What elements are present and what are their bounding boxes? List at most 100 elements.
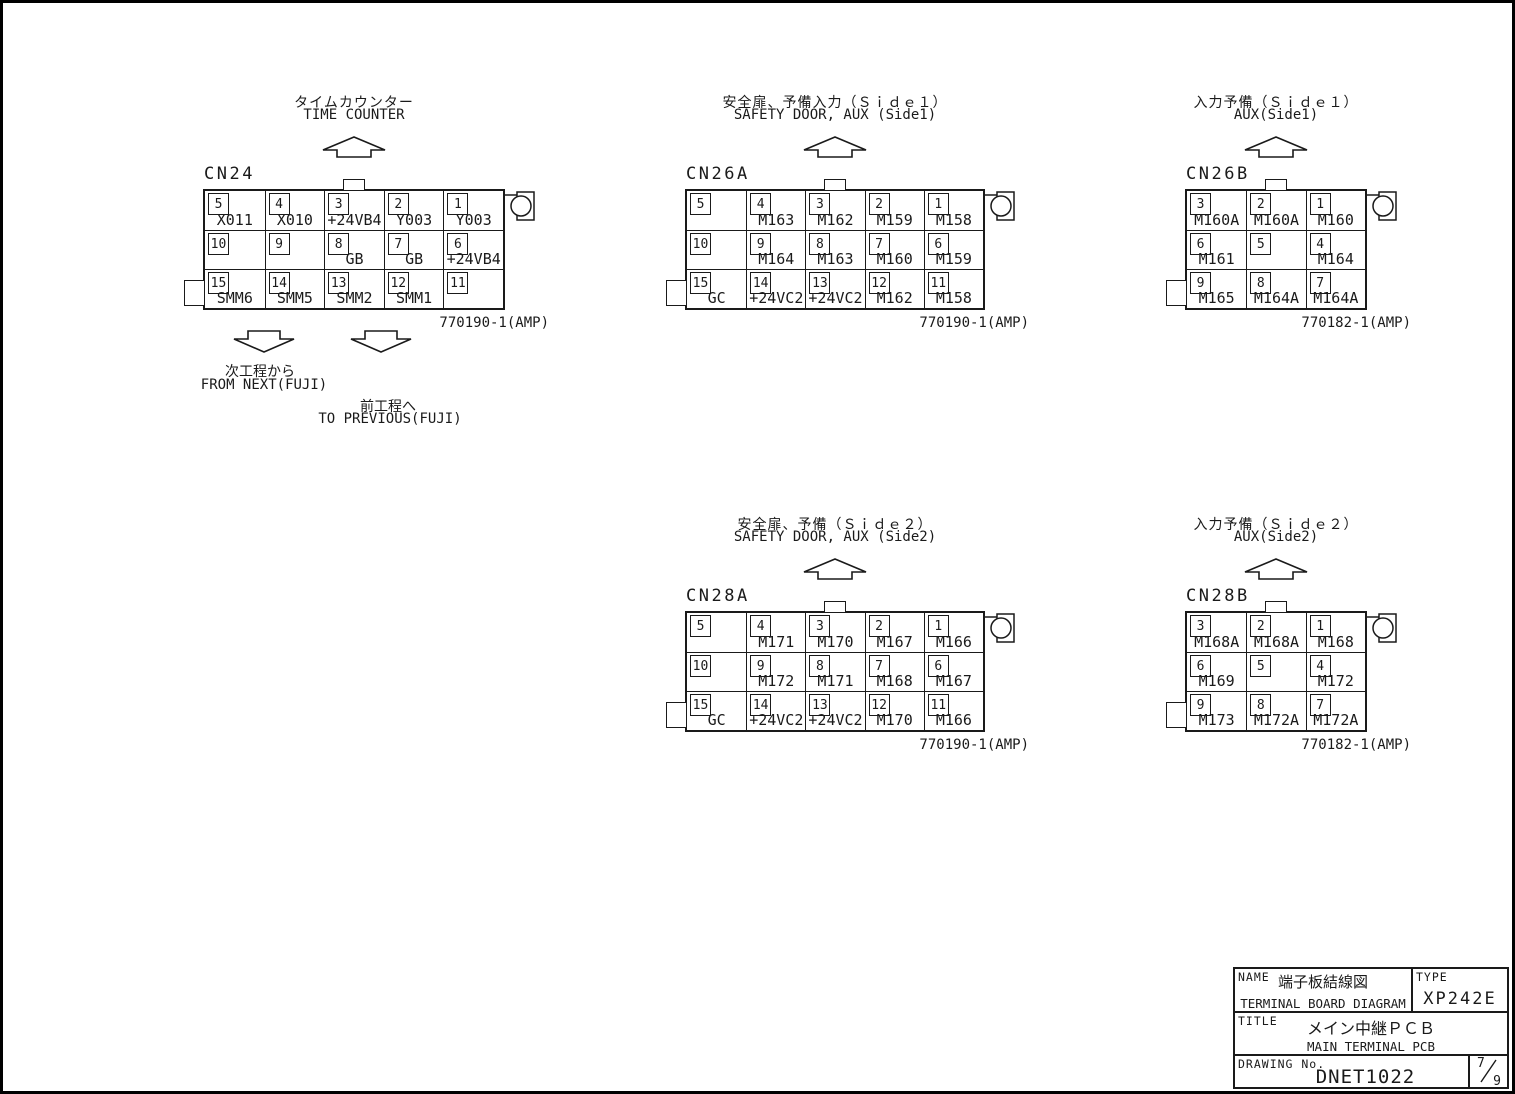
pin-cell: 13 +24VC2 (805, 269, 865, 308)
pin-number: 12 (868, 694, 890, 716)
pin-signal-label: Y003 (455, 211, 492, 229)
pin-cell: 5 (687, 613, 746, 652)
pin-signal-label: M160A (1253, 211, 1300, 229)
pin-cell: 2 M159 (864, 191, 924, 230)
pin-number: 11 (927, 694, 949, 716)
pin-signal-label: SMM6 (216, 289, 253, 307)
pin-cell: 11 (443, 269, 503, 308)
pin-number: 14 (268, 272, 290, 294)
name-field-label: NAME (1238, 970, 1270, 984)
part-number: 770182-1(AMP) (1301, 315, 1411, 331)
connector-id-label: CN26B (1186, 164, 1250, 184)
connector-top-tab (1265, 601, 1287, 612)
pin-signal-label: SMM5 (276, 289, 313, 307)
title-block-row-name-type: NAME 端子板結線図 TERMINAL BOARD DIAGRAM TYPE … (1235, 969, 1507, 1013)
pin-number: 4 (750, 615, 772, 637)
pin-cell: 1 Y003 (443, 191, 503, 230)
connector-left-tab (1166, 280, 1186, 306)
pin-number: 13 (809, 272, 831, 294)
down-arrow-icon (233, 330, 295, 353)
pin-number: 9 (750, 233, 772, 255)
pin-signal-label: M163 (817, 250, 854, 268)
pin-number: 1 (927, 193, 949, 215)
pin-signal-label: GB (345, 250, 364, 268)
pin-number: 8 (809, 655, 831, 677)
pin-cell: 13 SMM2 (324, 269, 384, 308)
pin-cell: 2 Y003 (383, 191, 444, 230)
connector-left-tab (1166, 702, 1186, 728)
pin-signal-label: +24VB4 (327, 211, 382, 229)
pin-signal-label: M171 (758, 633, 795, 651)
connector-heading-jp: 安全扉、予備入力（Ｓｉｄｅ１） (722, 95, 948, 111)
pin-cell: 10 (205, 230, 265, 269)
pin-cell: 3 M168A (1187, 613, 1246, 652)
pin-cell: 12 M170 (864, 691, 924, 730)
pin-signal-label: Y003 (396, 211, 433, 229)
connector-cn24-section: タイムカウンター TIME COUNTER CN24 5 X011 4 X010 3 +24VB… (184, 90, 549, 335)
pin-cell: 3 M162 (805, 191, 864, 230)
page-numerator: 7 (1477, 1056, 1485, 1071)
pin-signal-label: M167 (935, 672, 972, 690)
connector-left-tab (184, 280, 204, 306)
pin-table: 5 4 M163 3 M162 2 M159 1 M158 10 9 M164 8 M163 7 M160 6 M… (685, 189, 985, 310)
pin-cell: 4 M171 (746, 613, 805, 652)
connector-heading-jp: 安全扉、予備（Ｓｉｄｅ２） (737, 517, 933, 533)
pin-signal-label: M173 (1198, 711, 1235, 729)
pin-table: 3 M160A 2 M160A 1 M160 6 M161 5 4 M164 9 M165 8 M164A 7… (1185, 189, 1367, 310)
pin-cell: 7 GB (383, 230, 444, 269)
pin-signal-label: M168 (876, 672, 913, 690)
pin-table: 3 M168A 2 M168A 1 M168 6 M169 5 4 M172 9 M173 8 M172A 7… (1185, 611, 1367, 732)
pin-cell: 9 M165 (1187, 269, 1247, 308)
pin-signal-label: M161 (1198, 250, 1235, 268)
connector-cn26b-section: 入力予備（Ｓｉｄｅ１） AUX(Side1) CN26B 3 M160A 2 M160A 1 M… (1166, 90, 1411, 335)
to-previous-label-en: TO PREVIOUS(FUJI) (318, 411, 462, 427)
from-next-label-jp: 次工程から (225, 364, 295, 380)
connector-id-label: CN26A (686, 164, 750, 184)
part-number: 770190-1(AMP) (919, 737, 1029, 753)
pin-cell: 13 +24VC2 (805, 691, 865, 730)
pin-number: 7 (387, 233, 409, 255)
pin-number: 9 (1190, 272, 1211, 294)
connector-top-tab (343, 179, 365, 190)
title-block-row-drawing: DRAWING No. DNET1022 7 9 (1235, 1056, 1507, 1089)
pin-signal-label: X011 (216, 211, 253, 229)
pin-number: 9 (750, 655, 772, 677)
pin-cell: 10 (687, 652, 747, 691)
connector-heading-jp: タイムカウンター (294, 95, 414, 111)
page-fraction-slash-icon (1480, 1059, 1497, 1083)
pin-signal-label: M170 (817, 633, 854, 651)
connector-heading-en: SAFETY DOOR, AUX (Side2) (733, 529, 937, 545)
pin-number: 5 (1250, 655, 1272, 677)
up-arrow-icon (1244, 136, 1308, 158)
pin-cell: 7 M164A (1305, 269, 1365, 308)
pin-signal-label: M162 (817, 211, 854, 229)
pin-cell: 6 +24VB4 (443, 230, 503, 269)
connector-polarity-key-icon (1366, 613, 1397, 643)
pin-number: 7 (868, 233, 890, 255)
pin-cell: 9 M164 (746, 230, 806, 269)
connector-id-label: CN28B (1186, 586, 1250, 606)
pin-cell: 1 M158 (923, 191, 983, 230)
pin-signal-label: GC (707, 289, 726, 307)
pin-cell: 10 (687, 230, 747, 269)
pin-number: 5 (690, 615, 711, 637)
pin-cell: 7 M172A (1305, 691, 1365, 730)
pin-number: 1 (927, 615, 949, 637)
from-next-label-en: FROM NEXT(FUJI) (200, 377, 328, 393)
pin-number: 4 (268, 193, 290, 215)
to-previous-label-jp: 前工程へ (360, 399, 416, 415)
drawing-number-value: DNET1022 (1315, 1066, 1416, 1088)
pin-signal-label: M165 (1198, 289, 1235, 307)
pin-cell: 12 M162 (864, 269, 924, 308)
connector-cn28a-section: 安全扉、予備（Ｓｉｄｅ２） SAFETY DOOR, AUX (Side2) CN2… (666, 512, 1029, 757)
pin-signal-label: M171 (817, 672, 854, 690)
pin-number: 14 (750, 272, 772, 294)
pin-signal-label: +24VC2 (808, 711, 863, 729)
drawing-title-en: MAIN TERMINAL PCB (1307, 1039, 1435, 1054)
pin-cell: 7 M160 (864, 230, 924, 269)
pin-signal-label: M158 (935, 211, 972, 229)
title-block-type-cell: TYPE XP242E (1413, 969, 1507, 1011)
connector-polarity-key-icon (1366, 191, 1397, 221)
pin-cell: 4 X010 (264, 191, 325, 230)
pin-cell: 7 M168 (864, 652, 924, 691)
